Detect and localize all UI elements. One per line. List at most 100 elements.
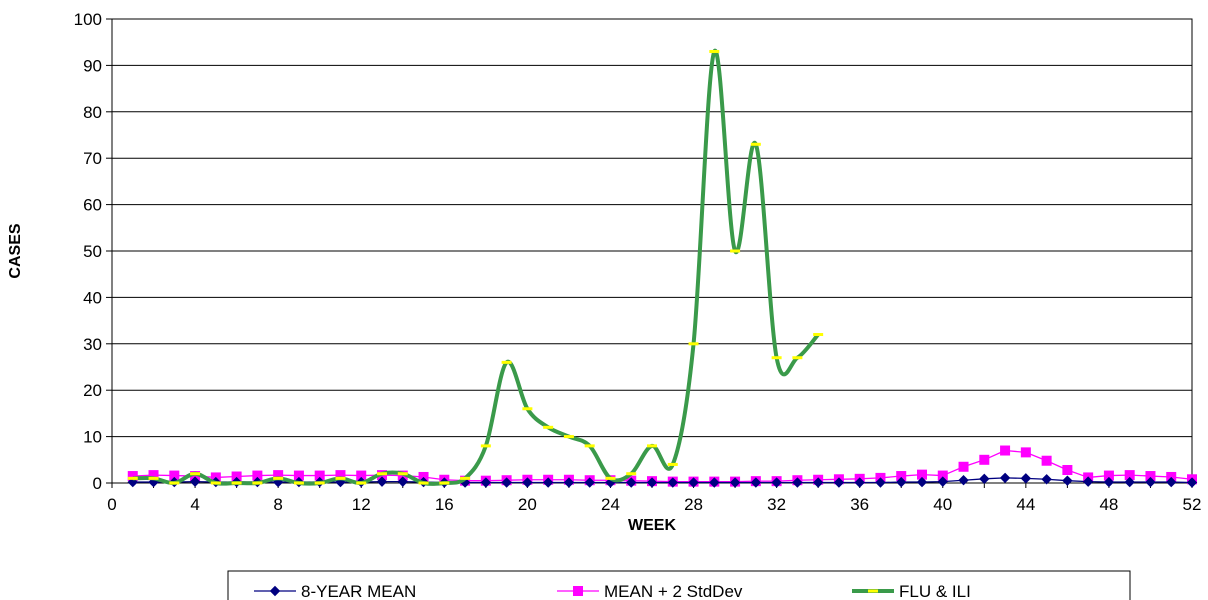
data-point-week-41 bbox=[958, 475, 969, 486]
data-point-week-2 bbox=[148, 476, 159, 480]
data-point-week-45 bbox=[1041, 474, 1052, 485]
data-point-week-31 bbox=[750, 477, 762, 488]
data-point-week-49 bbox=[1124, 476, 1135, 488]
x-tick-label-16: 16 bbox=[435, 495, 454, 514]
x-tick-label-12: 12 bbox=[352, 495, 371, 514]
y-axis-ticks: 0 10 20 30 40 50 60 70 80 90 100 bbox=[74, 10, 112, 493]
legend-marker bbox=[868, 589, 878, 593]
series-line bbox=[132, 449, 1193, 483]
data-point-week-18 bbox=[480, 444, 491, 448]
y-tick-label-10: 10 bbox=[83, 428, 102, 447]
data-point-week-38 bbox=[896, 476, 907, 488]
y-tick-label-80: 80 bbox=[83, 103, 102, 122]
legend-marker bbox=[269, 585, 281, 597]
data-point-week-39 bbox=[916, 476, 928, 488]
data-point-week-14 bbox=[397, 476, 408, 487]
data-point-week-43 bbox=[999, 472, 1011, 484]
data-point-week-41 bbox=[958, 461, 969, 472]
data-point-week-30 bbox=[730, 249, 741, 253]
legend-label: FLU & ILI bbox=[899, 582, 971, 600]
data-point-week-26 bbox=[647, 444, 657, 448]
data-point-week-37 bbox=[875, 477, 886, 488]
legend: 8-YEAR MEAN MEAN + 2 StdDev FLU & ILI bbox=[227, 570, 1131, 600]
data-point-week-45 bbox=[1041, 455, 1052, 466]
y-tick-label-70: 70 bbox=[83, 149, 102, 168]
data-point-week-47 bbox=[1082, 476, 1094, 487]
legend-entry-1: 8-YEAR MEAN bbox=[254, 582, 416, 600]
data-point-week-22 bbox=[563, 435, 574, 439]
legend-marker bbox=[573, 586, 583, 596]
data-point-week-21 bbox=[543, 425, 554, 429]
series-line bbox=[132, 49, 820, 486]
data-point-week-13 bbox=[377, 472, 387, 476]
data-point-week-6 bbox=[231, 481, 242, 485]
data-point-week-1 bbox=[127, 476, 138, 480]
data-point-week-36 bbox=[854, 477, 865, 488]
y-tick-label-20: 20 bbox=[83, 381, 102, 400]
legend-label: MEAN + 2 StdDev bbox=[604, 582, 743, 600]
data-point-week-9 bbox=[293, 481, 304, 485]
x-tick-label-4: 4 bbox=[190, 495, 199, 514]
x-axis-title: WEEK bbox=[628, 517, 676, 534]
y-tick-label-90: 90 bbox=[83, 56, 102, 75]
data-point-week-20 bbox=[522, 407, 533, 411]
data-point-week-46 bbox=[1062, 475, 1073, 486]
data-point-week-3 bbox=[169, 481, 180, 485]
data-point-week-26 bbox=[646, 477, 658, 488]
data-point-week-25 bbox=[626, 472, 637, 476]
series-flu-ili bbox=[127, 49, 824, 486]
data-point-week-33 bbox=[792, 356, 803, 360]
data-point-week-19 bbox=[501, 360, 512, 364]
legend-box bbox=[227, 570, 1131, 600]
data-point-week-42 bbox=[979, 473, 990, 485]
y-tick-label-100: 100 bbox=[74, 10, 102, 29]
data-point-week-10 bbox=[314, 481, 325, 485]
x-tick-label-24: 24 bbox=[601, 495, 620, 514]
data-point-week-48 bbox=[1103, 476, 1115, 488]
data-point-week-14 bbox=[397, 472, 408, 476]
data-point-week-29 bbox=[709, 49, 720, 53]
data-point-week-33 bbox=[792, 477, 803, 488]
data-point-week-5 bbox=[210, 481, 221, 485]
x-tick-label-28: 28 bbox=[684, 495, 703, 514]
data-point-week-34 bbox=[813, 333, 824, 337]
y-tick-label-60: 60 bbox=[83, 196, 102, 215]
data-point-week-28 bbox=[688, 342, 699, 346]
data-point-week-34 bbox=[812, 477, 824, 488]
data-point-week-15 bbox=[418, 481, 429, 485]
data-point-week-42 bbox=[979, 454, 990, 465]
data-point-week-27 bbox=[667, 477, 678, 488]
data-point-week-30 bbox=[729, 477, 741, 488]
data-point-week-16 bbox=[439, 481, 450, 485]
data-point-week-12 bbox=[356, 481, 367, 485]
data-point-week-4 bbox=[189, 476, 201, 487]
x-tick-label-44: 44 bbox=[1016, 495, 1035, 514]
data-point-week-40 bbox=[937, 476, 948, 487]
data-point-week-21 bbox=[542, 477, 554, 488]
data-point-week-19 bbox=[501, 477, 512, 488]
data-point-week-7 bbox=[252, 481, 263, 485]
data-point-week-25 bbox=[626, 477, 637, 488]
legend-entry-3: FLU & ILI bbox=[852, 582, 971, 600]
data-point-week-11 bbox=[335, 476, 346, 480]
data-point-week-20 bbox=[522, 477, 533, 488]
x-tick-label-48: 48 bbox=[1099, 495, 1118, 514]
x-tick-label-40: 40 bbox=[933, 495, 952, 514]
x-tick-label-20: 20 bbox=[518, 495, 537, 514]
data-point-week-32 bbox=[771, 356, 782, 360]
data-point-week-4 bbox=[190, 472, 201, 476]
legend-label: 8-YEAR MEAN bbox=[301, 582, 416, 600]
y-axis-title: CASES bbox=[7, 223, 24, 278]
y-tick-label-0: 0 bbox=[93, 474, 102, 493]
data-point-week-35 bbox=[833, 477, 845, 488]
series-layer bbox=[127, 49, 1198, 488]
data-point-week-52 bbox=[1186, 477, 1198, 488]
x-tick-label-8: 8 bbox=[273, 495, 282, 514]
data-point-week-24 bbox=[605, 476, 616, 480]
legend-entry-2: MEAN + 2 StdDev bbox=[557, 582, 743, 600]
x-axis-ticks: 0 4 8 12 16 20 24 28 32 36 40 44 48 52 bbox=[107, 483, 1201, 514]
x-tick-label-36: 36 bbox=[850, 495, 869, 514]
y-tick-label-30: 30 bbox=[83, 335, 102, 354]
y-tick-label-40: 40 bbox=[83, 288, 102, 307]
